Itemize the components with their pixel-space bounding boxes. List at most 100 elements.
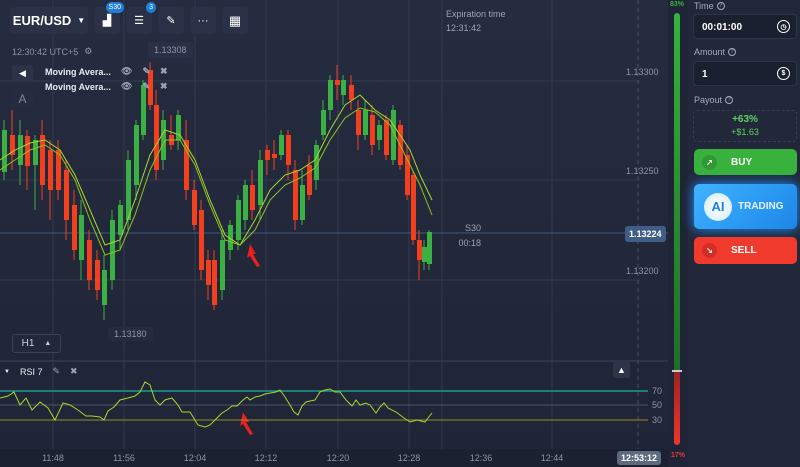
close-icon[interactable]: ✖ bbox=[159, 81, 168, 91]
rsi-level: 70 bbox=[652, 386, 663, 396]
time-label: 12:44 bbox=[540, 453, 564, 463]
sentiment-up: 83% bbox=[670, 1, 685, 8]
time-axis bbox=[0, 449, 668, 467]
timeframe-selector[interactable]: H1 ▲ bbox=[12, 334, 61, 353]
collapse-indicators-button[interactable]: ◀ bbox=[12, 65, 33, 82]
indicator-row: Moving Avera... 👁 ✎ ✖ bbox=[45, 81, 168, 92]
payout-percent: +63% bbox=[732, 114, 758, 125]
drawing-button[interactable]: ✎ bbox=[158, 7, 184, 34]
gear-icon[interactable]: ⚙ bbox=[84, 46, 93, 56]
close-icon[interactable]: ✖ bbox=[70, 366, 78, 376]
candle-remaining: 00:18 bbox=[458, 238, 482, 248]
pencil-icon[interactable]: ✎ bbox=[142, 66, 150, 76]
chart-area[interactable]: EUR/USD ▼ ▟ S30 ☰ 3 ✎ ··· ▦ 12:30:42 UTC… bbox=[0, 0, 668, 467]
layout-button[interactable]: ▦ bbox=[222, 7, 248, 34]
price-label: 1.13250 bbox=[626, 166, 659, 176]
rsi-line bbox=[0, 381, 433, 428]
ai-label: TRADING bbox=[738, 201, 784, 212]
triangle-left-icon: ◀ bbox=[19, 68, 26, 78]
buy-label: BUY bbox=[731, 156, 753, 168]
help-icon[interactable]: ? bbox=[716, 2, 725, 10]
chevron-up-icon: ▲ bbox=[44, 340, 52, 347]
time-label: 12:20 bbox=[326, 453, 350, 463]
payout-label: Payout ? bbox=[694, 95, 734, 105]
amount-value: 1 bbox=[702, 69, 708, 80]
collapse-rsi-button[interactable]: ▲ bbox=[613, 362, 630, 378]
rsi-label: RSI 7 bbox=[19, 366, 43, 377]
annotation-arrow bbox=[240, 412, 253, 435]
chevron-down-icon: ▼ bbox=[77, 16, 86, 25]
sentiment-down: 17% bbox=[671, 452, 686, 459]
more-button[interactable]: ··· bbox=[190, 7, 216, 34]
dollar-icon[interactable]: $ bbox=[777, 67, 790, 80]
indicator-label: Moving Avera... bbox=[45, 66, 111, 77]
clock-icon[interactable]: ◷ bbox=[777, 20, 790, 33]
amount-label-text: Amount bbox=[694, 47, 726, 57]
close-icon[interactable]: ✖ bbox=[159, 66, 168, 76]
brush-icon: ✎ bbox=[166, 15, 176, 27]
ai-trading-button[interactable]: AI TRADING bbox=[694, 184, 797, 229]
buy-button[interactable]: ↗ BUY bbox=[694, 149, 797, 175]
eye-icon[interactable]: 👁 bbox=[121, 66, 133, 76]
help-icon[interactable]: ? bbox=[725, 96, 734, 104]
text-tool-button[interactable]: A bbox=[12, 90, 33, 107]
chevron-down-icon[interactable]: ▼ bbox=[4, 368, 10, 375]
high-price-marker: 1.13308 bbox=[148, 42, 193, 58]
server-clock: 12:30:42 UTC+5 ⚙ bbox=[12, 46, 92, 57]
sentiment-bar-up bbox=[674, 13, 680, 371]
ma-line-2 bbox=[0, 107, 433, 256]
time-label: 12:04 bbox=[183, 453, 207, 463]
time-label: 12:36 bbox=[469, 453, 493, 463]
price-label: 1.13300 bbox=[626, 67, 659, 77]
payout-box: +63% +$1.63 bbox=[693, 110, 797, 142]
sentiment-bar-down bbox=[674, 372, 680, 445]
sliders-icon: ☰ bbox=[134, 15, 144, 27]
payout-amount: +$1.63 bbox=[731, 127, 759, 137]
grid-icon: ▦ bbox=[228, 12, 242, 28]
expiration-label: Expiration time bbox=[446, 9, 506, 19]
current-price-badge: 1.13224 bbox=[625, 226, 666, 242]
ma-line-1 bbox=[0, 94, 433, 246]
trader-sentiment: 83% 17% bbox=[668, 0, 688, 467]
sell-button[interactable]: ↘ SELL bbox=[694, 237, 797, 264]
price-chart[interactable] bbox=[0, 0, 668, 467]
indicators-button[interactable]: ☰ 3 bbox=[126, 2, 156, 34]
candle-timer: S30 00:18 bbox=[458, 221, 481, 251]
trade-panel: Time ? 00:01:00 ◷ Amount ? 1 $ Payout ? … bbox=[688, 0, 800, 467]
help-icon[interactable]: ? bbox=[728, 48, 737, 56]
eye-icon[interactable]: 👁 bbox=[121, 81, 133, 91]
payout-label-text: Payout bbox=[694, 95, 723, 105]
amount-field[interactable]: 1 $ bbox=[693, 61, 797, 86]
time-label: 11:56 bbox=[113, 453, 135, 463]
rsi-header: ▼ RSI 7 ✎ ✖ bbox=[4, 366, 78, 377]
time-label: 12:28 bbox=[397, 453, 421, 463]
annotation-arrow bbox=[247, 244, 260, 267]
arrow-down-right-icon: ↘ bbox=[702, 243, 717, 258]
chart-type-button[interactable]: ▟ S30 bbox=[94, 2, 124, 34]
pencil-icon[interactable]: ✎ bbox=[142, 81, 150, 91]
sell-label: SELL bbox=[731, 245, 757, 256]
amount-label: Amount ? bbox=[694, 47, 737, 57]
indicators-count-badge: 3 bbox=[146, 2, 156, 13]
time-label: 11:48 bbox=[42, 453, 64, 463]
time-label: 12:12 bbox=[254, 453, 278, 463]
indicator-row: Moving Avera... 👁 ✎ ✖ bbox=[45, 66, 168, 77]
clock-text: 12:30:42 UTC+5 bbox=[12, 46, 79, 57]
sentiment-divider bbox=[672, 370, 682, 372]
time-label: Time ? bbox=[694, 1, 725, 11]
pencil-icon[interactable]: ✎ bbox=[52, 366, 61, 376]
rsi-level: 30 bbox=[652, 415, 663, 425]
asset-selector[interactable]: EUR/USD ▼ bbox=[10, 7, 88, 34]
indicator-label: Moving Avera... bbox=[45, 81, 111, 92]
expiration-time: 12:31:42 bbox=[446, 23, 482, 33]
bar-chart-icon: ▟ bbox=[102, 15, 112, 27]
arrow-up-right-icon: ↗ bbox=[702, 154, 717, 170]
asset-pair: EUR/USD bbox=[12, 13, 72, 28]
time-field[interactable]: 00:01:00 ◷ bbox=[693, 14, 797, 39]
time-cursor-badge: 12:53:12 bbox=[617, 451, 662, 465]
candles bbox=[2, 62, 432, 320]
timeframe-value: H1 bbox=[21, 338, 35, 349]
low-price-marker: 1.13180 bbox=[108, 327, 153, 341]
ai-badge: AI bbox=[704, 192, 732, 221]
time-value: 00:01:00 bbox=[702, 22, 743, 33]
